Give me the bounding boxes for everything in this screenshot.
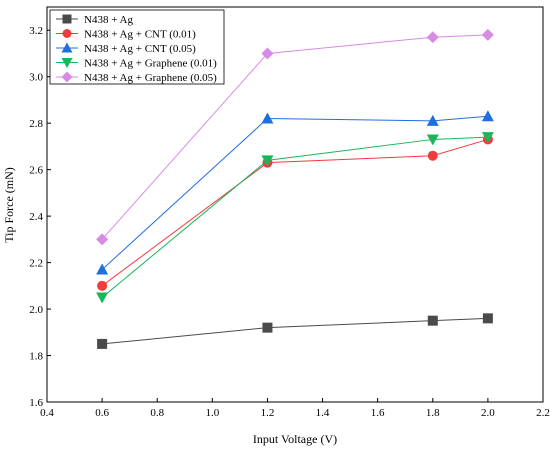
series-line <box>101 115 488 270</box>
y-tick-label: 2.8 <box>29 118 43 130</box>
legend-label: N438 + Ag + Graphene (0.01) <box>84 58 217 70</box>
legend-entry: N438 + Ag + CNT (0.01) <box>56 29 196 41</box>
data-point <box>427 150 438 161</box>
legend-label: N438 + Ag + Graphene (0.05) <box>84 72 217 84</box>
data-point <box>261 112 274 124</box>
x-tick-label: 2.2 <box>536 407 550 419</box>
data-point <box>97 280 108 291</box>
data-point <box>426 31 439 44</box>
y-tick-label: 1.6 <box>29 397 43 409</box>
x-axis-title: Input Voltage (V) <box>253 432 337 446</box>
legend-marker <box>62 29 72 38</box>
legend-marker <box>61 42 73 53</box>
data-point <box>97 338 108 349</box>
x-tick-label: 1.2 <box>261 407 275 419</box>
legend-label: N438 + Ag + CNT (0.05) <box>84 43 196 55</box>
y-tick-label: 3.0 <box>29 72 43 84</box>
legend-marker <box>61 58 73 68</box>
y-tick-label: 1.8 <box>29 351 43 363</box>
series-line <box>101 136 488 298</box>
y-axis-title: Tip Force (mN) <box>2 167 16 243</box>
series-line <box>101 34 488 240</box>
y-tick-label: 2.4 <box>29 211 43 223</box>
y-tick-label: 2.2 <box>29 258 43 270</box>
series-1 <box>97 313 493 349</box>
data-point <box>96 292 109 304</box>
x-tick-label: 0.6 <box>95 407 109 419</box>
series-5 <box>96 28 494 246</box>
x-tick-label: 1.6 <box>371 407 385 419</box>
x-tick-label: 1.4 <box>316 407 330 419</box>
data-point <box>426 134 439 146</box>
legend-entry: N438 + Ag + Graphene (0.01) <box>56 58 217 70</box>
series-4 <box>96 132 494 304</box>
data-point <box>96 263 109 275</box>
y-tick-label: 2.0 <box>29 304 43 316</box>
data-point <box>427 315 438 326</box>
data-point <box>426 114 439 126</box>
x-tick-label: 2.0 <box>481 407 495 419</box>
data-point <box>481 110 494 122</box>
legend-marker <box>61 71 73 83</box>
legend-box <box>49 9 225 85</box>
legend-label: N438 + Ag + CNT (0.01) <box>84 29 196 41</box>
data-point <box>262 322 273 333</box>
data-point <box>481 132 494 144</box>
x-tick-label: 1.8 <box>426 407 440 419</box>
data-point <box>261 47 274 60</box>
y-tick-label: 3.2 <box>29 25 43 37</box>
data-point <box>481 28 494 41</box>
series-layer <box>96 28 494 349</box>
legend-label: N438 + Ag <box>84 14 133 26</box>
series-line <box>102 317 488 345</box>
x-tick-label: 0.8 <box>150 407 164 419</box>
legend: N438 + Ag N438 + Ag + CNT (0.01) N438 + Ag… <box>49 9 225 85</box>
y-tick-label: 2.6 <box>29 165 43 177</box>
x-axis: 0.4 0.6 0.8 1.0 1.2 1.4 1.6 1.8 2.0 2.2 <box>40 398 550 419</box>
data-point <box>96 233 109 246</box>
x-tick-label: 0.4 <box>40 407 54 419</box>
legend-entry: N438 + Ag + Graphene (0.05) <box>56 71 217 84</box>
data-point <box>261 155 274 167</box>
legend-entry: N438 + Ag <box>56 14 133 26</box>
data-point <box>482 313 493 324</box>
series-line <box>101 138 489 287</box>
legend-entry: N438 + Ag + CNT (0.05) <box>56 42 196 55</box>
y-axis: 1.6 1.8 2.0 2.2 2.4 2.6 2.8 3.0 3.2 <box>29 25 51 409</box>
x-tick-label: 1.0 <box>205 407 219 419</box>
legend-marker <box>62 14 72 24</box>
series-3 <box>96 110 494 275</box>
